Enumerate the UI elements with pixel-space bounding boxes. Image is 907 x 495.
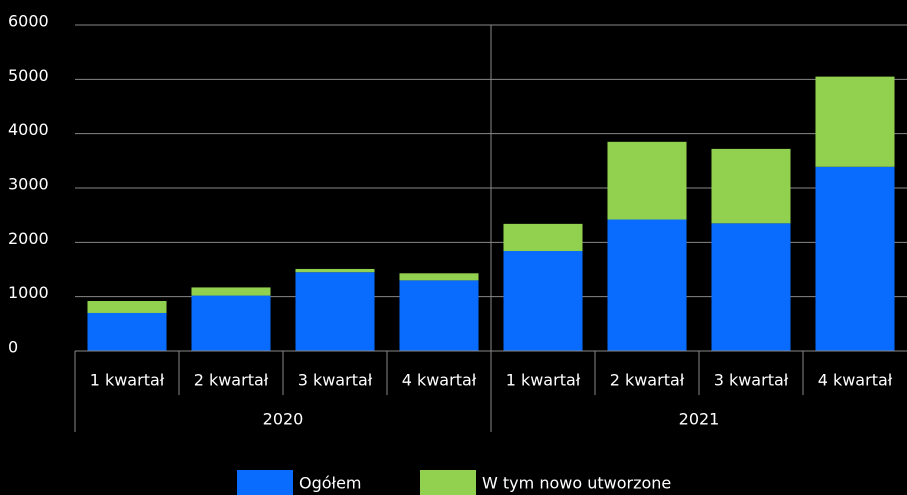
y-tick-label: 5000 [8,66,49,85]
bar-segment [87,301,167,313]
x-tick-label: 1 kwartał [90,371,165,390]
y-tick-label: 4000 [8,120,49,139]
bar-segment [607,141,687,220]
y-tick-label: 1000 [8,283,49,302]
group-label: 2020 [263,410,304,429]
legend-swatch [237,470,293,495]
x-tick-label: 2 kwartał [610,371,685,390]
bar-segment [711,223,791,351]
x-tick-label: 1 kwartał [506,371,581,390]
y-tick-label: 6000 [8,12,49,31]
y-tick-label: 0 [8,338,18,357]
bar-segment [607,219,687,351]
bar-segment [711,148,791,224]
x-tick-label: 4 kwartał [402,371,477,390]
bar-segment [399,280,479,351]
bar-segment [815,76,895,167]
x-tick-label: 4 kwartał [818,371,893,390]
x-tick-label: 2 kwartał [194,371,269,390]
x-tick-label: 3 kwartał [298,371,373,390]
group-label: 2021 [679,410,720,429]
y-tick-label: 2000 [8,229,49,248]
bar-segment [295,268,375,273]
bar-segment [503,223,583,252]
legend-label: Ogółem [299,474,362,493]
y-tick-label: 3000 [8,175,49,194]
legend-swatch [420,470,476,495]
legend-label: W tym nowo utworzone [482,474,671,493]
bar-segment [815,166,895,351]
bar-segment [295,272,375,351]
bar-segment [503,251,583,351]
x-tick-label: 3 kwartał [714,371,789,390]
bar-segment [87,312,167,351]
bar-segment [191,287,271,296]
bar-segment [191,295,271,351]
bar-segment [399,273,479,281]
